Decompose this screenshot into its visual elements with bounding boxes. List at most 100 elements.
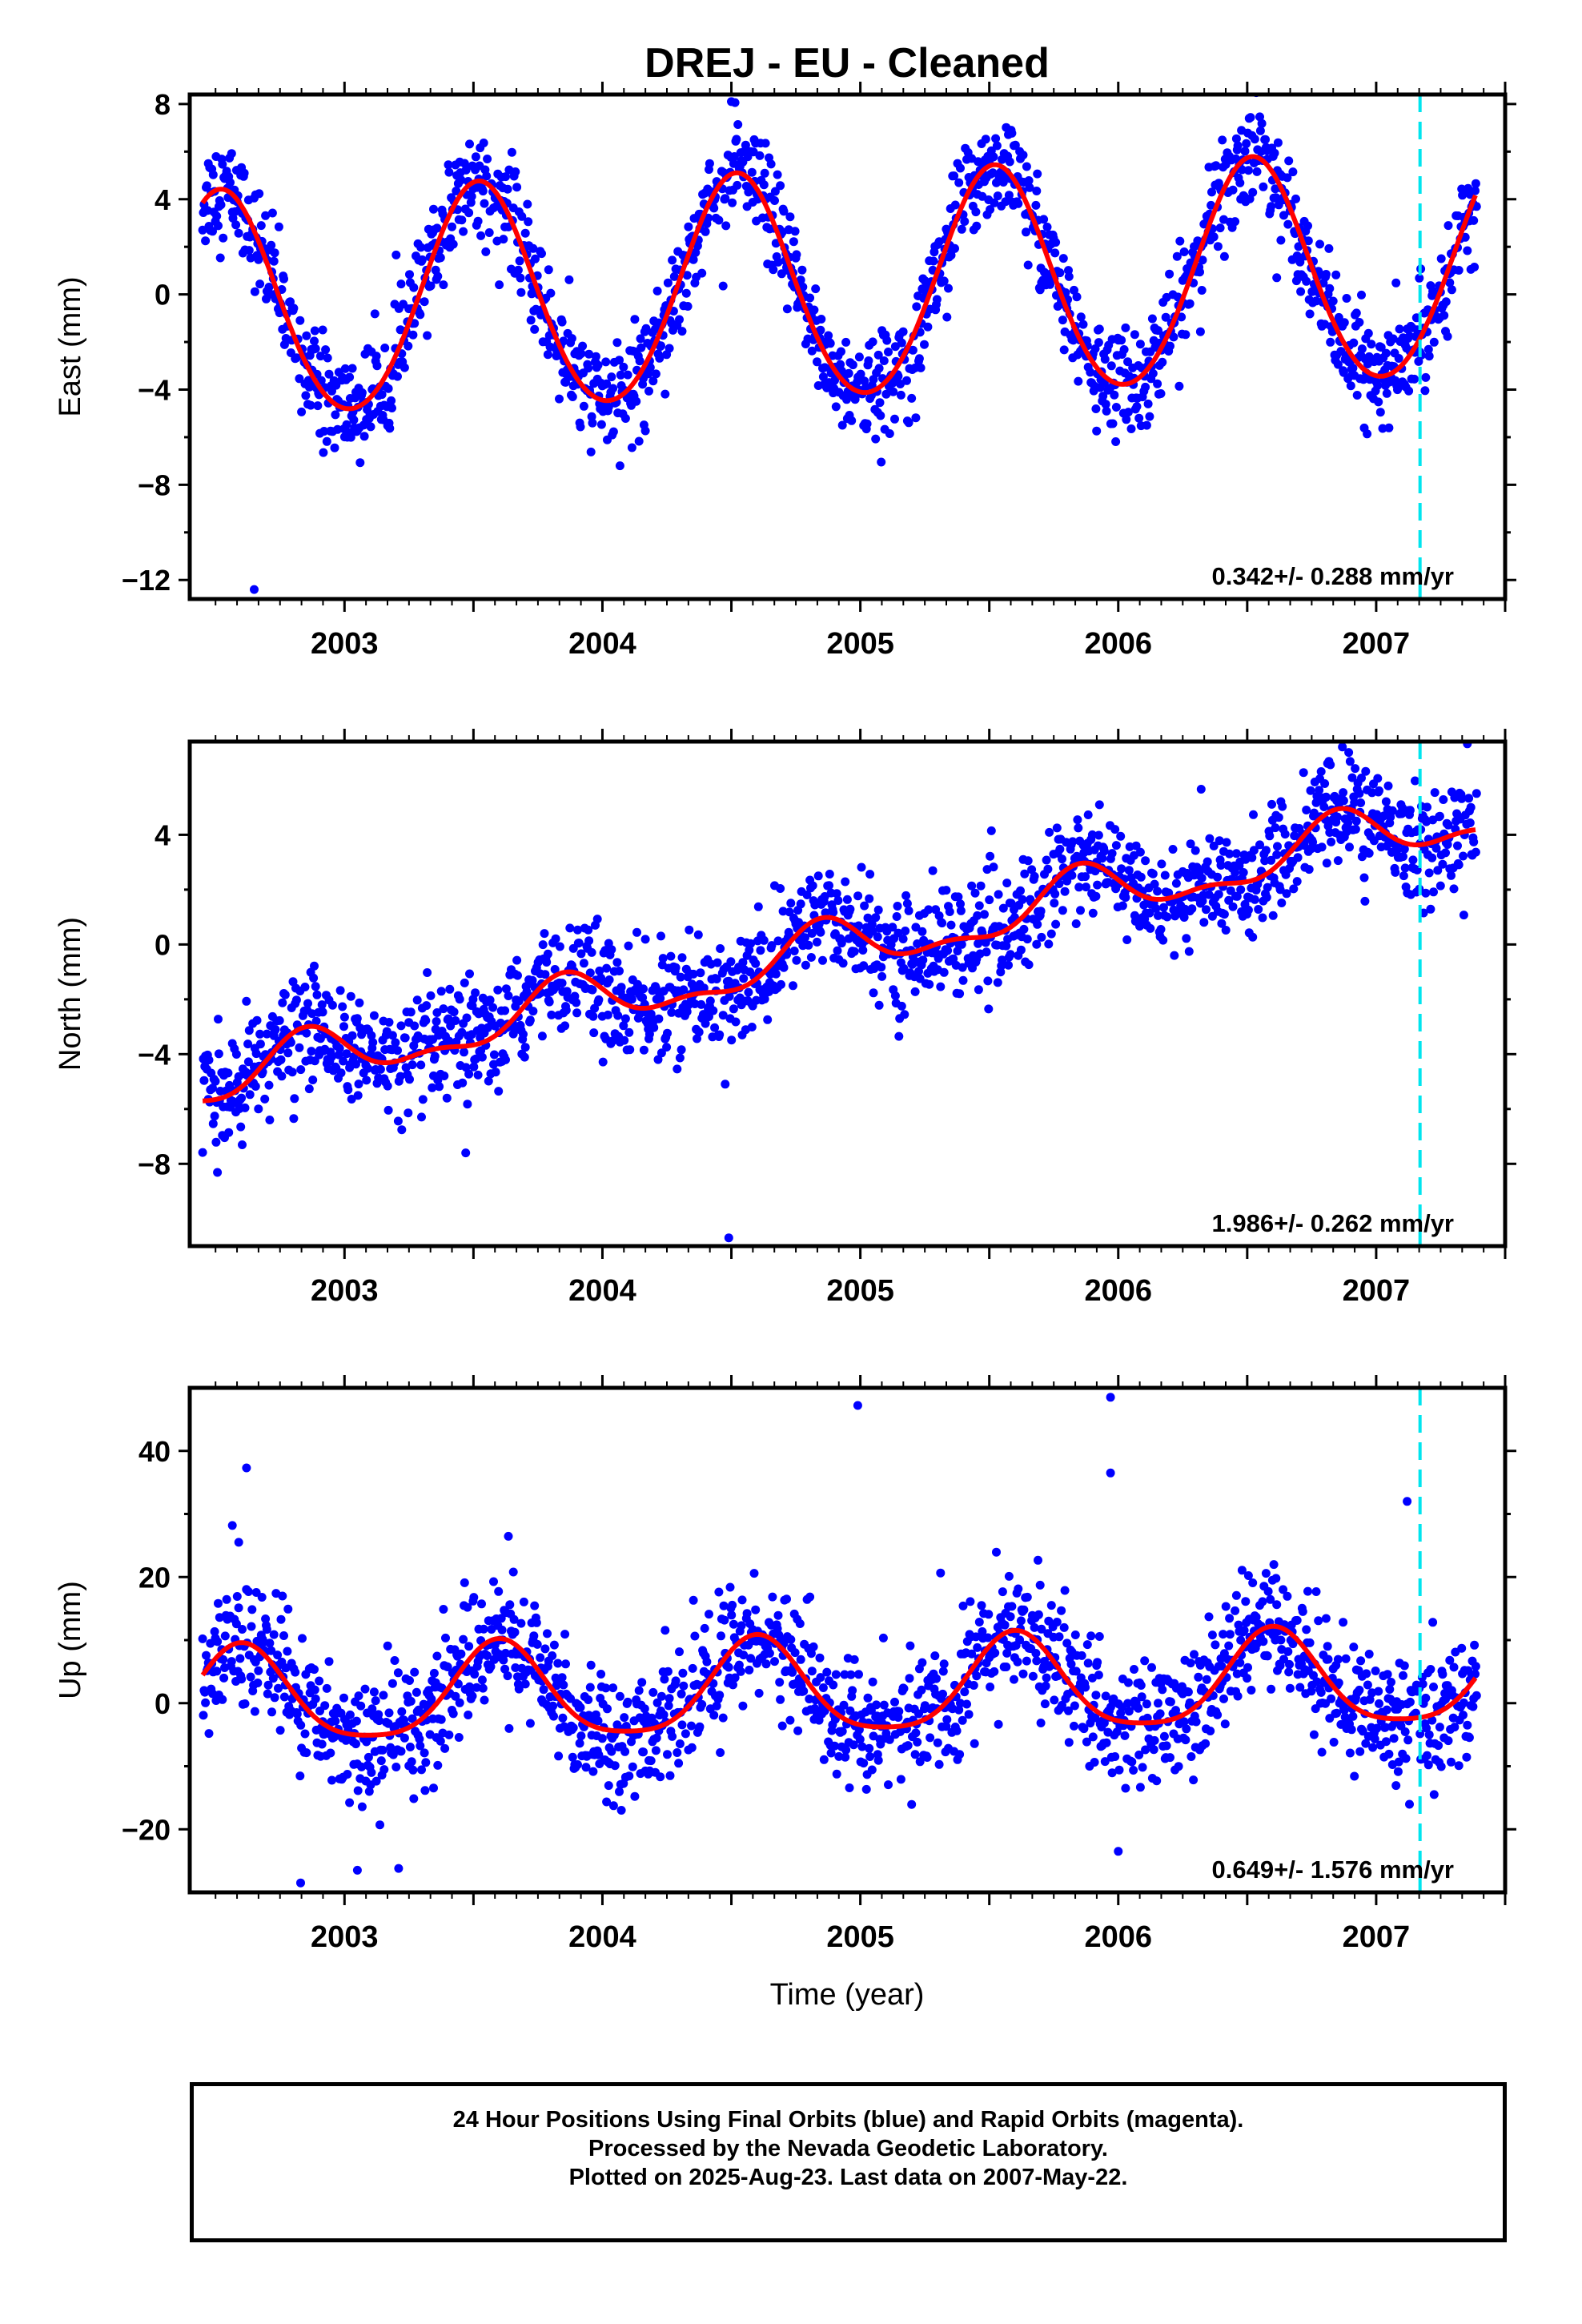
data-point xyxy=(1197,286,1207,295)
data-point xyxy=(875,398,885,408)
data-point xyxy=(1469,215,1479,225)
data-point xyxy=(1373,380,1383,390)
data-point xyxy=(1050,899,1059,908)
data-point xyxy=(1100,1757,1110,1767)
data-point xyxy=(983,1633,993,1642)
data-point xyxy=(648,1687,658,1697)
data-point xyxy=(733,180,742,190)
data-point xyxy=(842,895,852,904)
data-point xyxy=(479,139,488,147)
data-point xyxy=(1225,1630,1235,1639)
data-point xyxy=(208,1119,218,1128)
data-point xyxy=(639,984,648,994)
x-tick-label: 2005 xyxy=(826,627,894,661)
data-point xyxy=(729,152,739,161)
data-point xyxy=(372,361,382,371)
data-point xyxy=(807,1667,817,1676)
data-point xyxy=(455,1698,464,1707)
data-point xyxy=(1232,891,1242,901)
data-point xyxy=(1453,841,1462,850)
data-point xyxy=(409,1794,419,1803)
data-point xyxy=(1357,290,1366,300)
data-point xyxy=(548,1651,557,1660)
data-point xyxy=(1052,1618,1062,1626)
data-point xyxy=(904,418,913,428)
data-point xyxy=(944,283,953,293)
data-point xyxy=(1070,1630,1080,1639)
data-point xyxy=(1022,162,1031,171)
data-point xyxy=(848,1686,857,1695)
data-point xyxy=(508,1567,518,1577)
data-point xyxy=(874,364,884,373)
data-point xyxy=(841,1752,850,1762)
data-point xyxy=(813,937,821,947)
data-point xyxy=(1343,818,1353,827)
data-point xyxy=(473,1070,483,1080)
data-point xyxy=(652,1698,662,1707)
data-point xyxy=(1420,386,1430,396)
data-point xyxy=(1150,879,1159,889)
data-point xyxy=(896,1775,905,1784)
data-point xyxy=(1231,134,1241,143)
data-point xyxy=(788,1667,797,1677)
data-point xyxy=(933,1738,942,1747)
data-point xyxy=(1150,1735,1159,1745)
data-point xyxy=(464,1069,474,1079)
data-point xyxy=(1182,934,1191,943)
data-point xyxy=(302,1748,311,1758)
data-point xyxy=(792,955,801,965)
data-point xyxy=(512,183,522,192)
data-point xyxy=(746,939,756,948)
data-point xyxy=(754,1688,764,1698)
data-point xyxy=(453,1679,463,1689)
data-point xyxy=(685,925,694,935)
data-point xyxy=(868,1677,877,1687)
data-point xyxy=(1441,848,1450,858)
data-point xyxy=(773,170,782,179)
data-point xyxy=(1143,399,1153,408)
data-point xyxy=(864,356,873,365)
data-point xyxy=(663,1750,672,1759)
data-point xyxy=(420,1786,430,1795)
data-point xyxy=(327,1051,336,1061)
data-point xyxy=(1267,799,1276,809)
data-point xyxy=(440,1743,450,1753)
data-point xyxy=(1126,424,1136,433)
y-tick-label: 0 xyxy=(155,928,171,961)
data-point xyxy=(1074,376,1083,386)
data-point xyxy=(265,1116,275,1124)
data-point xyxy=(1157,859,1166,869)
data-point xyxy=(212,211,222,221)
data-point xyxy=(888,923,897,932)
data-point xyxy=(1345,842,1354,852)
data-point xyxy=(1022,1656,1031,1666)
data-point xyxy=(1091,1691,1101,1700)
data-point xyxy=(336,1068,346,1078)
data-point xyxy=(590,1003,600,1013)
data-point xyxy=(412,995,422,1005)
data-point xyxy=(785,1715,795,1725)
data-point xyxy=(777,979,785,989)
data-point xyxy=(520,1679,530,1689)
data-point xyxy=(1087,830,1097,839)
data-point xyxy=(1220,1719,1230,1729)
data-point xyxy=(1400,863,1410,873)
data-point xyxy=(1117,336,1126,345)
data-point xyxy=(751,959,761,968)
data-point xyxy=(1002,879,1012,888)
x-tick-label: 2004 xyxy=(568,1274,636,1308)
data-point xyxy=(656,931,665,941)
data-point xyxy=(1326,760,1335,770)
data-point xyxy=(779,207,789,216)
data-point xyxy=(513,971,522,980)
data-point xyxy=(1267,202,1276,211)
data-point xyxy=(1331,270,1341,279)
data-point xyxy=(519,1597,528,1606)
data-point xyxy=(1171,1706,1180,1715)
data-point xyxy=(255,189,264,199)
data-point xyxy=(988,168,998,178)
data-point xyxy=(1373,774,1383,783)
data-point xyxy=(1086,368,1095,377)
data-point xyxy=(449,1007,459,1017)
